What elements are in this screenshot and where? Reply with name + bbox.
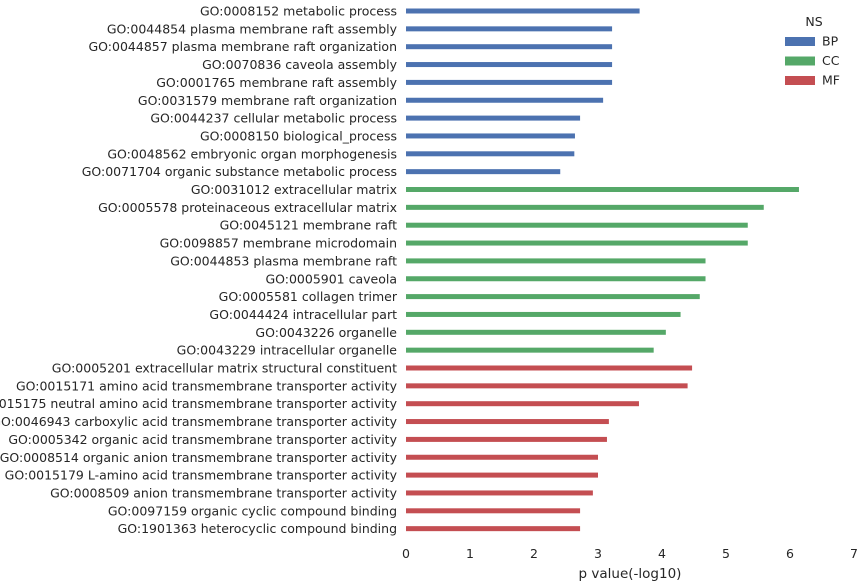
category-label: GO:0098857 membrane microdomain — [160, 236, 397, 251]
category-label: GO:0015179 L-amino acid transmembrane tr… — [5, 468, 398, 483]
x-tick-label: 1 — [466, 546, 474, 561]
category-label: GO:0001765 membrane raft assembly — [156, 75, 397, 90]
bar-cc-19 — [406, 347, 654, 353]
category-label: GO:0015175 neutral amino acid transmembr… — [0, 396, 398, 411]
category-label: GO:0070836 caveola assembly — [202, 57, 397, 72]
category-label: GO:0008150 biological_process — [200, 128, 397, 143]
category-label: GO:0044237 cellular metabolic process — [150, 111, 397, 126]
bar-bp-0 — [406, 8, 640, 14]
x-tick-labels-group: 0 1 2 3 4 5 6 7 — [402, 546, 858, 561]
bar-bp-5 — [406, 97, 604, 103]
bar-cc-11 — [406, 204, 764, 210]
bar-bp-1 — [406, 26, 613, 32]
bar-mf-21 — [406, 383, 688, 389]
category-label: GO:0043229 intracellular organelle — [177, 343, 398, 358]
category-label: GO:0008514 organic anion transmembrane t… — [0, 450, 398, 465]
category-label: GO:0015171 amino acid transmembrane tran… — [16, 378, 398, 393]
category-label: GO:0046943 carboxylic acid transmembrane… — [0, 414, 398, 429]
x-axis-label: p value(-log10) — [579, 566, 682, 582]
bar-bp-4 — [406, 79, 613, 85]
bar-mf-22 — [406, 401, 639, 407]
bar-cc-16 — [406, 294, 700, 300]
category-labels-group: GO:0008152 metabolic process GO:0044854 p… — [0, 4, 398, 537]
bar-bp-2 — [406, 44, 613, 50]
bar-cc-14 — [406, 258, 706, 264]
bar-mf-27 — [406, 490, 593, 496]
bar-mf-26 — [406, 472, 598, 478]
category-label: GO:0045121 membrane raft — [220, 218, 398, 233]
category-label: GO:0008152 metabolic process — [200, 4, 397, 19]
bar-cc-15 — [406, 276, 706, 282]
category-label: GO:0044424 intracellular part — [209, 307, 397, 322]
category-label: GO:1901363 heterocyclic compound binding — [118, 521, 397, 536]
bar-mf-20 — [406, 365, 693, 371]
bar-bp-8 — [406, 151, 575, 157]
x-tick-label: 3 — [594, 546, 602, 561]
legend-swatch-bp — [785, 37, 815, 46]
bar-mf-28 — [406, 508, 581, 514]
category-label: GO:0005342 organic acid transmembrane tr… — [8, 432, 397, 447]
category-label: GO:0071704 organic substance metabolic p… — [82, 164, 397, 179]
bar-cc-12 — [406, 222, 748, 228]
bar-bp-3 — [406, 62, 613, 68]
bar-bp-7 — [406, 133, 575, 139]
category-label: GO:0044854 plasma membrane raft assembly — [107, 21, 398, 36]
category-label: GO:0044853 plasma membrane raft — [170, 253, 397, 268]
category-label: GO:0097159 organic cyclic compound bindi… — [108, 503, 397, 518]
legend-label-bp: BP — [822, 34, 839, 49]
category-label: GO:0005581 collagen trimer — [219, 289, 398, 304]
legend-items: BP CC MF — [785, 34, 840, 88]
bar-cc-18 — [406, 329, 666, 335]
bar-cc-13 — [406, 240, 748, 246]
category-label: GO:0031579 membrane raft organization — [138, 93, 397, 108]
bar-bp-6 — [406, 115, 581, 121]
bar-mf-24 — [406, 436, 607, 442]
category-label: GO:0005201 extracellular matrix structur… — [52, 361, 397, 376]
bar-cc-17 — [406, 311, 681, 317]
bars-group — [406, 8, 799, 532]
category-label: GO:0048562 embryonic organ morphogenesis — [107, 146, 397, 161]
x-tick-label: 6 — [786, 546, 794, 561]
bar-mf-29 — [406, 526, 581, 532]
legend-label-cc: CC — [822, 53, 840, 68]
x-tick-label: 2 — [530, 546, 538, 561]
bar-mf-25 — [406, 454, 598, 460]
legend: NS BP CC MF — [785, 14, 840, 88]
category-label: GO:0005578 proteinaceous extracellular m… — [98, 200, 397, 215]
category-label: GO:0005901 caveola — [265, 271, 397, 286]
legend-label-mf: MF — [822, 73, 840, 88]
bar-mf-23 — [406, 419, 609, 425]
category-label: GO:0031012 extracellular matrix — [191, 182, 397, 197]
legend-title: NS — [805, 14, 822, 29]
x-tick-label: 5 — [722, 546, 730, 561]
bar-bp-9 — [406, 169, 561, 175]
legend-swatch-mf — [785, 76, 815, 85]
category-label: GO:0044857 plasma membrane raft organiza… — [89, 39, 398, 54]
legend-swatch-cc — [785, 56, 815, 66]
x-tick-label: 0 — [402, 546, 410, 561]
category-label: GO:0008509 anion transmembrane transport… — [50, 485, 397, 500]
x-tick-label: 7 — [850, 546, 858, 561]
x-tick-label: 4 — [658, 546, 666, 561]
category-label: GO:0043226 organelle — [255, 325, 397, 340]
bar-cc-10 — [406, 187, 799, 192]
